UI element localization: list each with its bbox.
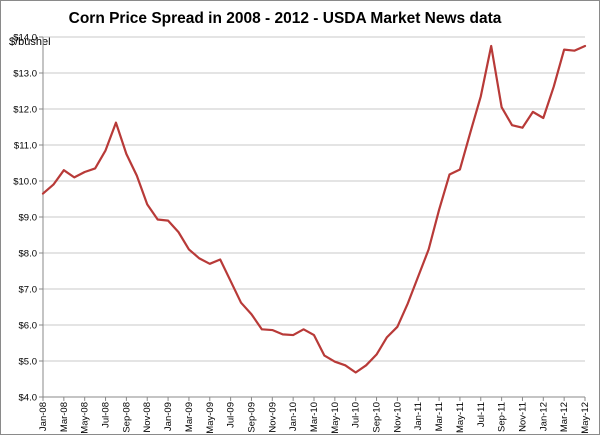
y-tick-label: $14.0 bbox=[13, 33, 37, 44]
x-tick-label: Mar-11 bbox=[434, 402, 445, 431]
x-tick-label: Nov-09 bbox=[267, 402, 278, 433]
x-tick-label: Sep-08 bbox=[121, 402, 132, 433]
y-axis-label: $/bushel bbox=[9, 36, 51, 48]
y-tick-label: $7.0 bbox=[19, 285, 38, 296]
x-tick-label: Sep-10 bbox=[372, 402, 383, 433]
x-tick-label: Jan-11 bbox=[413, 402, 424, 430]
x-tick-label: Jan-08 bbox=[38, 402, 49, 431]
x-tick-label: Jul-09 bbox=[226, 402, 237, 428]
x-tick-label: Jul-11 bbox=[476, 402, 487, 427]
y-tick-label: $6.0 bbox=[19, 321, 38, 332]
chart-title: Corn Price Spread in 2008 - 2012 - USDA … bbox=[69, 10, 502, 27]
x-tick-label: May-08 bbox=[80, 402, 91, 434]
x-tick-label: Jul-08 bbox=[101, 402, 112, 428]
y-tick-label: $13.0 bbox=[13, 69, 37, 80]
x-tick-label: Jul-10 bbox=[351, 402, 362, 428]
x-tick-label: Nov-11 bbox=[517, 402, 528, 432]
y-tick-label: $9.0 bbox=[19, 213, 38, 224]
x-tick-label: Nov-08 bbox=[142, 402, 153, 433]
x-tick-label: Sep-11 bbox=[497, 402, 508, 432]
x-tick-label: Nov-10 bbox=[392, 402, 403, 433]
x-tick-label: May-12 bbox=[580, 402, 591, 434]
x-tick-label: Mar-10 bbox=[309, 402, 320, 432]
y-tick-label: $4.0 bbox=[19, 393, 38, 404]
x-tick-label: May-09 bbox=[205, 402, 216, 434]
price-series-line bbox=[41, 44, 587, 374]
x-tick-label: Mar-12 bbox=[559, 402, 570, 432]
x-tick-label: Mar-08 bbox=[59, 402, 70, 432]
x-tick-label: Jan-09 bbox=[163, 402, 174, 431]
x-tick-label: May-10 bbox=[330, 402, 341, 434]
x-tick-label: Sep-09 bbox=[246, 402, 257, 433]
y-tick-label: $10.0 bbox=[13, 177, 37, 188]
y-tick-label: $11.0 bbox=[14, 141, 37, 152]
y-tick-label: $8.0 bbox=[19, 249, 38, 260]
x-tick-label: Mar-09 bbox=[184, 402, 195, 432]
x-tick-label: Jan-12 bbox=[538, 402, 549, 431]
x-tick-label: May-11 bbox=[455, 402, 466, 433]
y-tick-label: $12.0 bbox=[13, 105, 37, 116]
x-tick-label: Jan-10 bbox=[288, 402, 299, 431]
y-tick-label: $5.0 bbox=[19, 357, 38, 368]
